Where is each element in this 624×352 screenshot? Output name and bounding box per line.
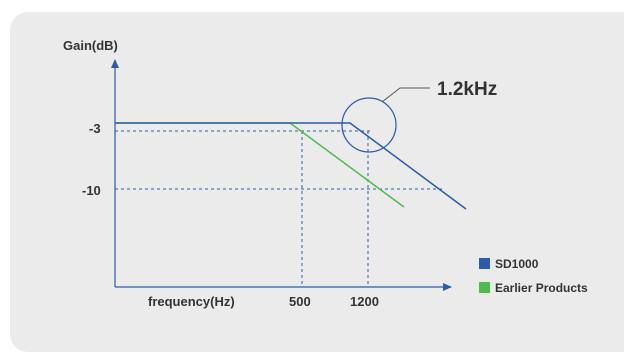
series-line-sd1000 bbox=[115, 122, 467, 210]
cutoff-highlight-circle bbox=[341, 97, 397, 153]
annotation-leader-line bbox=[381, 87, 430, 103]
frequency-response-chart: Gain(dB) frequency(Hz) -3 -10 500 1200 1… bbox=[63, 38, 588, 309]
annotation-1-2khz: 1.2kHz bbox=[437, 79, 497, 100]
y-tick-label-minus10: -10 bbox=[82, 183, 101, 198]
legend-swatch-sd1000 bbox=[479, 258, 490, 269]
y-axis-label: Gain(dB) bbox=[63, 38, 118, 53]
legend-swatch-earlier-products bbox=[479, 282, 490, 293]
legend-label-earlier-products: Earlier Products bbox=[495, 281, 588, 295]
x-tick-label-1200: 1200 bbox=[350, 294, 379, 309]
series-line-earlier-products bbox=[115, 122, 405, 208]
x-axis-label: frequency(Hz) bbox=[148, 294, 235, 309]
y-tick-label-minus3: -3 bbox=[89, 121, 101, 136]
chart-panel bbox=[10, 12, 624, 352]
legend-label-sd1000: SD1000 bbox=[495, 257, 539, 271]
x-tick-label-500: 500 bbox=[289, 294, 311, 309]
